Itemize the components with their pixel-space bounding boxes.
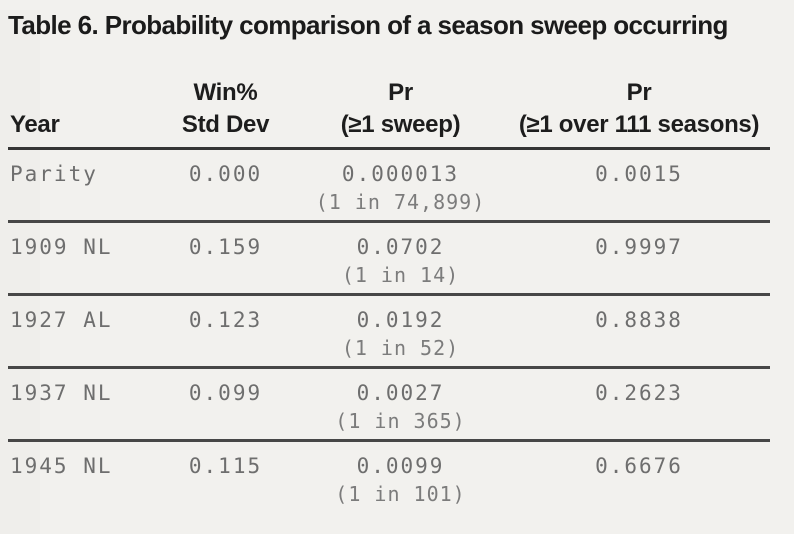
pr-sweep-cell: 0.0099 (1 in 101) [293, 452, 508, 508]
year-cell: 1909 NL [10, 235, 113, 259]
header-year: Year [8, 109, 158, 141]
pr-sweep-cell: 0.000013 (1 in 74,899) [293, 160, 508, 216]
table-header-row: Year Win% Std Dev Pr (≥1 sweep) Pr (≥1 o… [8, 77, 770, 150]
table-row-parity: Parity 0.000 0.000013 (1 in 74,899) 0.00… [8, 150, 770, 223]
win-stddev-cell: 0.123 [188, 308, 263, 332]
pr-sweep-cell: 0.0702 (1 in 14) [293, 233, 508, 289]
probability-table: Year Win% Std Dev Pr (≥1 sweep) Pr (≥1 o… [8, 77, 770, 512]
table-row-1937-nl: 1937 NL 0.099 0.0027 (1 in 365) 0.2623 [8, 369, 770, 442]
win-stddev-cell: 0.000 [188, 162, 263, 186]
pr-seasons-cell: 0.0015 [595, 162, 683, 186]
pr-sweep-value: 0.0192 [356, 308, 445, 332]
header-pr-seasons-line2: (≥1 over 111 seasons) [518, 111, 760, 138]
header-pr-sweep: Pr (≥1 sweep) [293, 77, 508, 141]
pr-sweep-odds: (1 in 74,899) [315, 190, 486, 214]
table-row-1945-nl: 1945 NL 0.115 0.0099 (1 in 101) 0.6676 [8, 442, 770, 512]
pr-sweep-odds: (1 in 14) [341, 263, 460, 287]
table-row-1927-al: 1927 AL 0.123 0.0192 (1 in 52) 0.8838 [8, 296, 770, 369]
year-cell: 1927 AL [10, 308, 113, 332]
pr-sweep-value: 0.0702 [356, 235, 445, 259]
year-cell: 1937 NL [10, 381, 113, 405]
header-pr-sweep-line2: (≥1 sweep) [340, 111, 461, 138]
pr-sweep-cell: 0.0027 (1 in 365) [293, 379, 508, 435]
win-stddev-cell: 0.099 [188, 381, 263, 405]
win-stddev-cell: 0.159 [188, 235, 263, 259]
table-title: Table 6. Probability comparison of a sea… [8, 10, 728, 40]
pr-sweep-odds: (1 in 52) [341, 336, 460, 360]
header-win-line1: Win% [193, 79, 258, 106]
header-pr-seasons: Pr (≥1 over 111 seasons) [508, 77, 770, 141]
pr-seasons-cell: 0.6676 [595, 454, 683, 478]
pr-sweep-odds: (1 in 101) [335, 482, 466, 506]
pr-sweep-value: 0.000013 [341, 162, 460, 186]
year-cell: 1945 NL [10, 454, 113, 478]
header-pr-sweep-line1: Pr [388, 79, 413, 106]
pr-seasons-cell: 0.8838 [595, 308, 683, 332]
scanned-document-page: Table 6. Probability comparison of a sea… [0, 10, 794, 534]
pr-sweep-cell: 0.0192 (1 in 52) [293, 306, 508, 362]
header-win-stddev: Win% Std Dev [158, 77, 293, 141]
header-pr-seasons-line1: Pr [626, 79, 652, 106]
header-year-label: Year [10, 111, 60, 138]
pr-seasons-cell: 0.9997 [595, 235, 683, 259]
pr-sweep-value: 0.0099 [356, 454, 445, 478]
pr-sweep-value: 0.0027 [356, 381, 445, 405]
table-row-1909-nl: 1909 NL 0.159 0.0702 (1 in 14) 0.9997 [8, 223, 770, 296]
win-stddev-cell: 0.115 [188, 454, 263, 478]
year-cell: Parity [10, 162, 98, 186]
header-win-line2: Std Dev [181, 111, 270, 138]
pr-seasons-cell: 0.2623 [595, 381, 683, 405]
pr-sweep-odds: (1 in 365) [335, 409, 466, 433]
